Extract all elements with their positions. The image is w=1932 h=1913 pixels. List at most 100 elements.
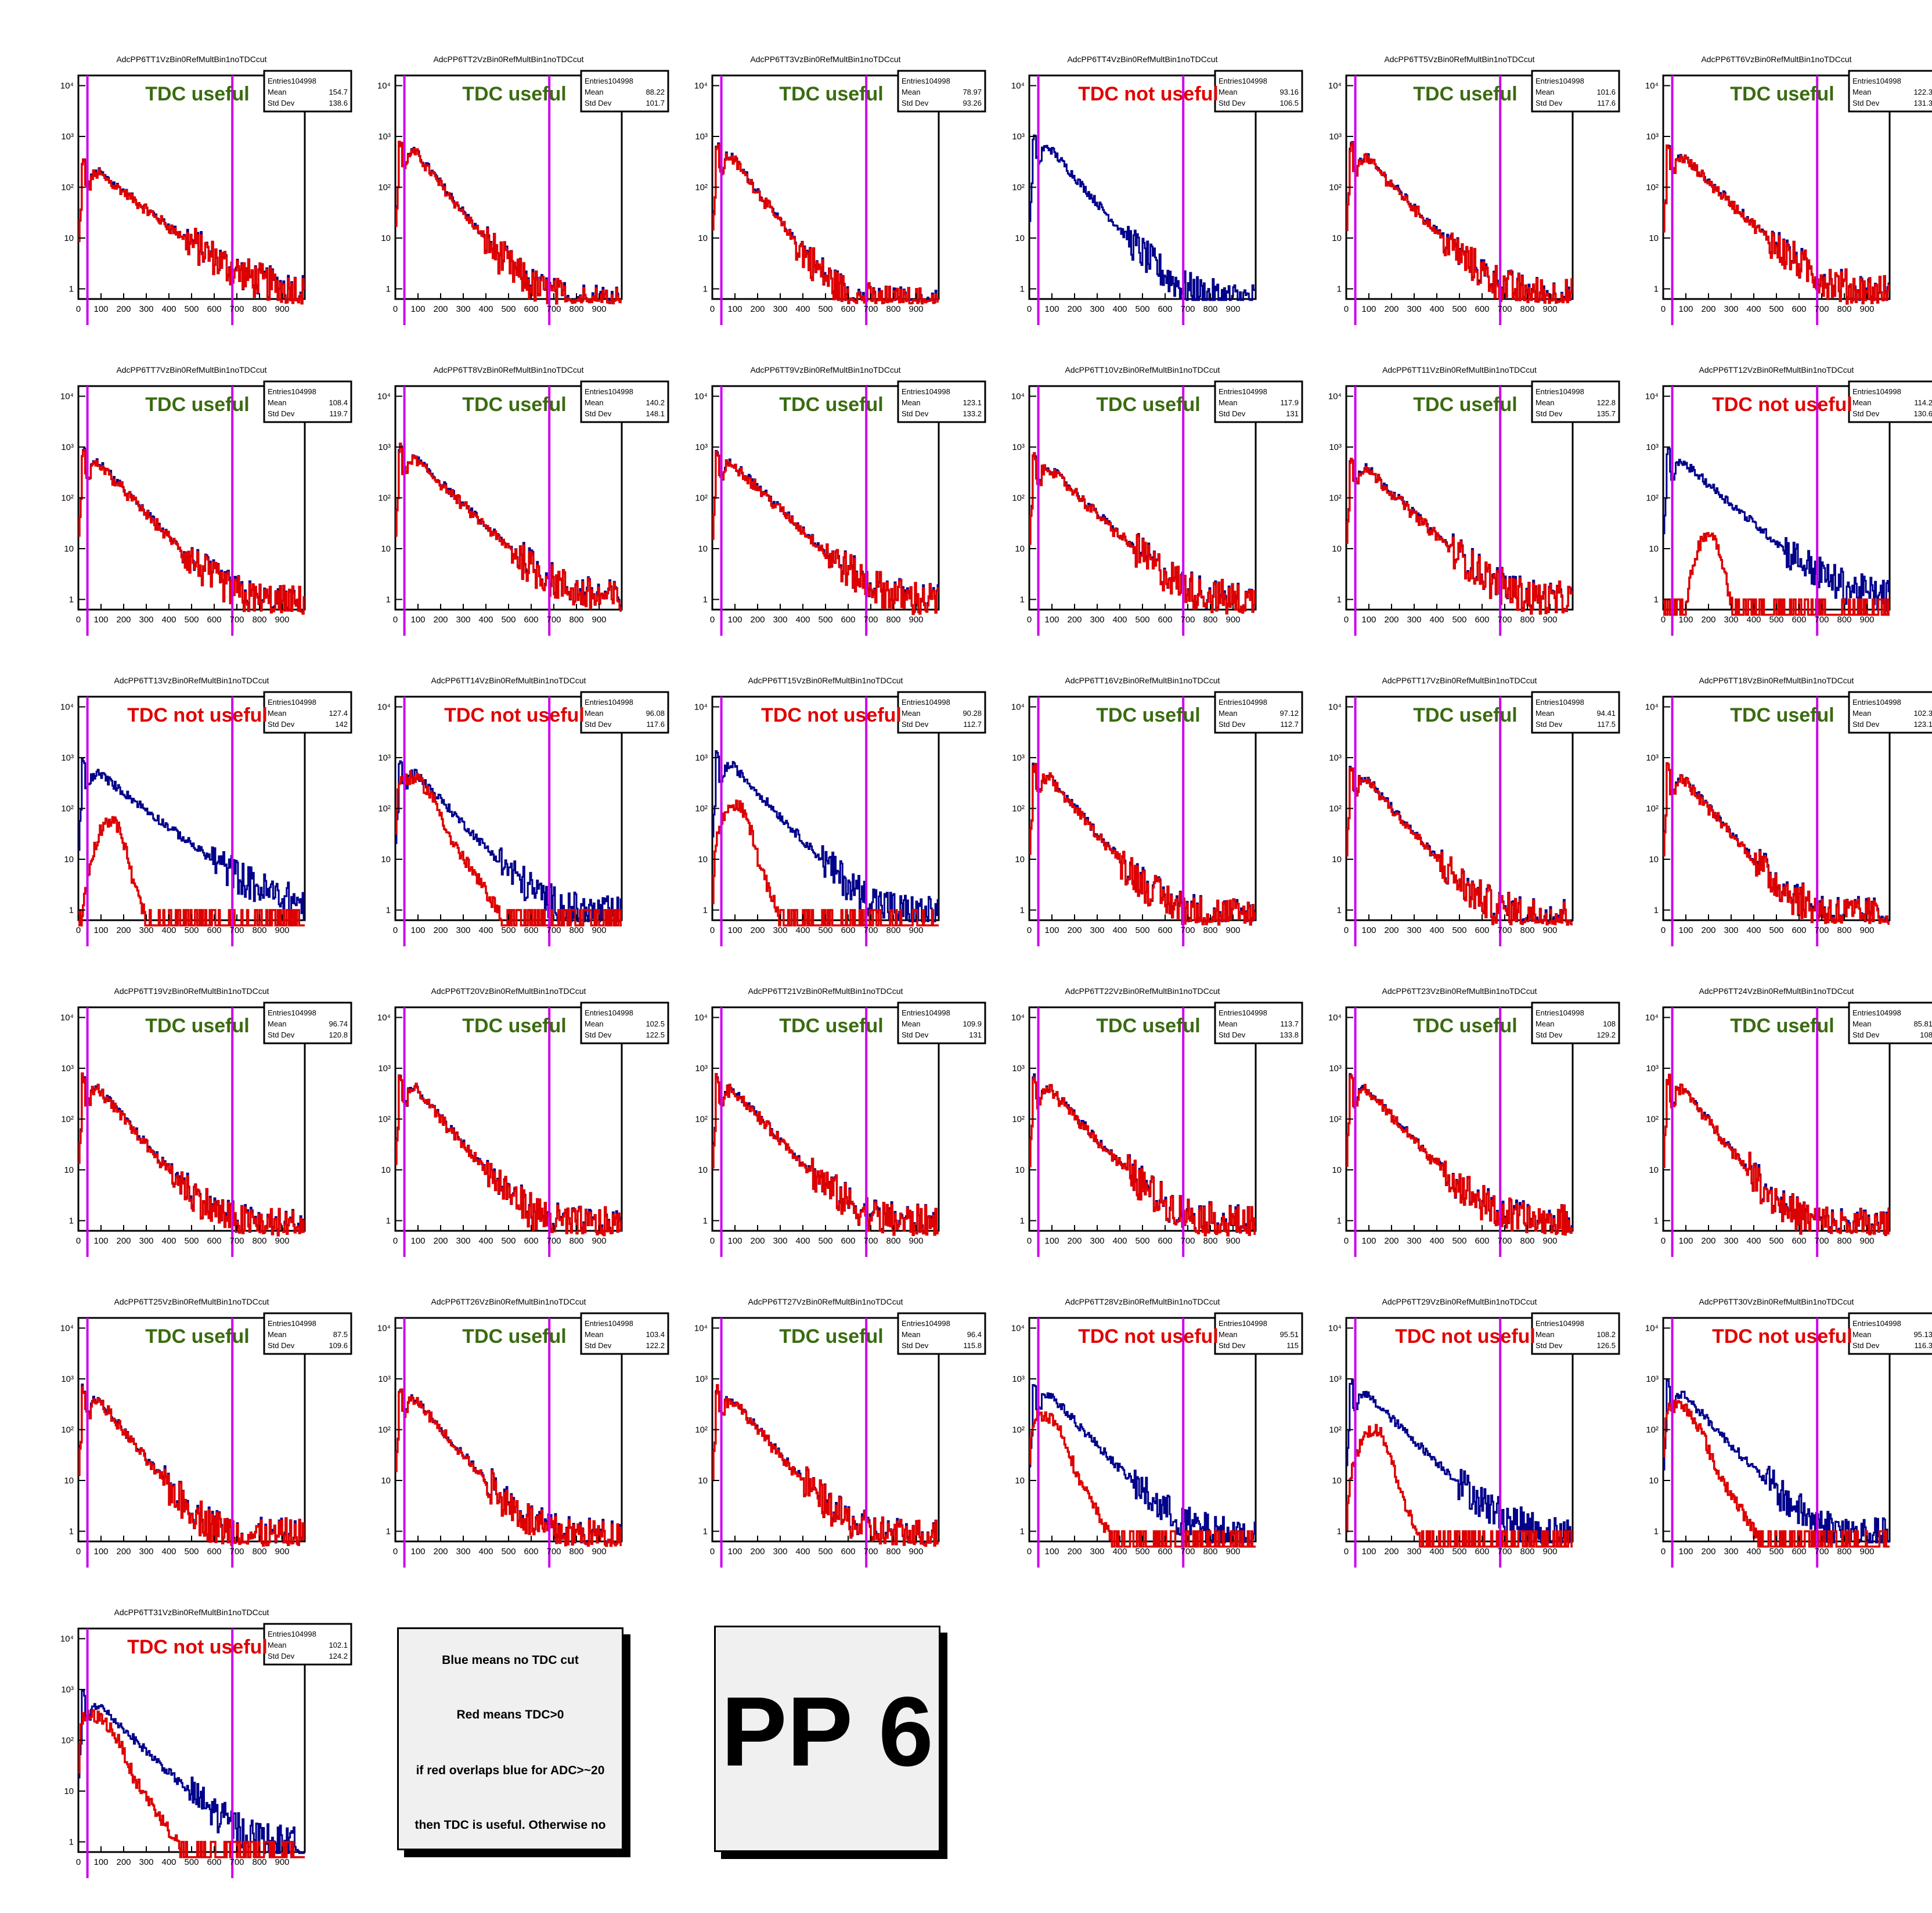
x-tick-label: 300	[1724, 925, 1738, 935]
x-tick-label: 200	[1067, 925, 1082, 935]
stats-value: 122.8	[1596, 398, 1616, 407]
y-tick-label: 1	[69, 595, 74, 605]
x-tick-label: 900	[1859, 615, 1874, 625]
histogram-svg: AdcPP6TT26VzBin0RefMultBin1noTDCcut 0 100 2…	[377, 1297, 669, 1568]
x-tick-label: 300	[456, 925, 470, 935]
x-tick-label: 700	[863, 925, 878, 935]
histogram-panel: AdcPP6TT6VzBin0RefMultBin1noTDCcut 0 100 20…	[1585, 49, 1932, 360]
x-tick-label: 700	[1497, 925, 1512, 935]
stats-label: Entries104998	[1852, 1319, 1901, 1328]
x-tick-label: 800	[1203, 925, 1217, 935]
series-no-tdc-cut	[1029, 1384, 1256, 1544]
x-tick-label: 700	[1180, 1547, 1195, 1557]
series-tdc-gt-0	[395, 1074, 622, 1237]
x-tick-label: 900	[909, 304, 923, 314]
x-tick-label: 200	[1384, 1236, 1398, 1246]
x-tick-label: 300	[773, 1236, 787, 1246]
y-tick-label: 10	[64, 1476, 74, 1486]
y-tick-label: 10⁴	[60, 81, 74, 91]
histogram-panel: AdcPP6TT14VzBin0RefMultBin1noTDCcut 0 100 2…	[317, 671, 669, 981]
x-tick-label: 400	[1112, 304, 1127, 314]
stats-label: Mean	[268, 88, 287, 96]
y-tick-label: 10⁴	[1011, 702, 1025, 712]
stats-value: 127.4	[329, 709, 348, 718]
stats-label: Entries104998	[1852, 698, 1901, 707]
y-tick-label: 1	[1020, 906, 1025, 916]
y-tick-label: 10²	[695, 1115, 708, 1125]
y-tick-label: 1	[1654, 906, 1659, 916]
stats-value: 101.6	[1596, 88, 1616, 96]
y-tick-label: 10	[1015, 1165, 1025, 1175]
stats-label: Mean	[1219, 398, 1238, 407]
x-tick-label: 200	[433, 925, 448, 935]
tdc-verdict-label: TDC useful	[462, 394, 566, 416]
stats-value: 102.5	[646, 1019, 665, 1028]
stats-value: 120.8	[329, 1031, 348, 1039]
histogram-panel: AdcPP6TT23VzBin0RefMultBin1noTDCcut 0 100 2…	[1268, 981, 1620, 1292]
stats-label: Mean	[902, 1330, 921, 1339]
x-tick-label: 200	[1384, 1547, 1398, 1557]
y-tick-label: 10	[698, 544, 708, 554]
y-tick-label: 10	[64, 1786, 74, 1796]
x-tick-label: 900	[1542, 1547, 1557, 1557]
x-tick-label: 0	[1344, 1547, 1349, 1557]
y-tick-label: 10	[381, 855, 391, 864]
tdc-verdict-label: TDC useful	[1413, 394, 1517, 416]
x-tick-label: 600	[1792, 1547, 1806, 1557]
y-tick-label: 10²	[1646, 1115, 1659, 1125]
tdc-verdict-label: TDC not useful	[1712, 394, 1852, 416]
series-tdc-gt-0	[1029, 1076, 1256, 1237]
histogram-svg: AdcPP6TT9VzBin0RefMultBin1noTDCcut 0 100 20…	[694, 365, 986, 636]
x-tick-label: 500	[1135, 304, 1149, 314]
x-tick-label: 700	[546, 304, 561, 314]
tdc-verdict-label: TDC useful	[1730, 704, 1834, 726]
stats-box: Entries104998 Mean 102.1 Std Dev 124.2	[263, 1623, 352, 1666]
stats-value: 90.28	[963, 709, 982, 718]
x-tick-label: 400	[1429, 925, 1444, 935]
stats-box: Entries104998 Mean 122.3 Std Dev 131.3	[1848, 70, 1932, 113]
stats-label: Std Dev	[1852, 99, 1880, 107]
stats-label: Std Dev	[1219, 1341, 1246, 1350]
histogram-panel: AdcPP6TT20VzBin0RefMultBin1noTDCcut 0 100 2…	[317, 981, 669, 1292]
stats-label: Mean	[268, 1019, 287, 1028]
y-tick-label: 10⁴	[60, 1324, 74, 1334]
x-tick-label: 300	[1090, 925, 1104, 935]
stats-label: Mean	[1535, 709, 1555, 718]
y-tick-label: 10²	[378, 493, 391, 503]
y-tick-label: 10³	[1012, 442, 1025, 452]
x-tick-label: 900	[909, 615, 923, 625]
histogram-svg: AdcPP6TT14VzBin0RefMultBin1noTDCcut 0 100 2…	[377, 676, 669, 946]
histogram-panel: AdcPP6TT3VzBin0RefMultBin1noTDCcut 0 100 20…	[634, 49, 986, 360]
y-tick-label: 10²	[1329, 804, 1342, 814]
y-tick-label: 10⁴	[377, 392, 391, 402]
x-tick-label: 400	[1429, 1547, 1444, 1557]
axis-frame	[1345, 1317, 1574, 1543]
histogram-svg: AdcPP6TT7VzBin0RefMultBin1noTDCcut 0 100 20…	[60, 365, 352, 636]
y-tick-label: 10²	[1646, 1425, 1659, 1435]
x-tick-label: 0	[1344, 925, 1349, 935]
histogram-svg: AdcPP6TT13VzBin0RefMultBin1noTDCcut 0 100 2…	[60, 676, 352, 946]
series-tdc-gt-0	[1663, 1073, 1890, 1236]
x-tick-label: 600	[207, 1236, 221, 1246]
y-tick-label: 10	[381, 1165, 391, 1175]
y-tick-label: 10³	[695, 1374, 708, 1384]
x-tick-label: 400	[478, 1547, 493, 1557]
x-tick-label: 600	[841, 304, 855, 314]
stats-value: 135.7	[1596, 409, 1616, 418]
x-tick-label: 100	[727, 925, 742, 935]
y-tick-label: 10³	[1646, 1374, 1659, 1384]
x-tick-label: 200	[433, 615, 448, 625]
pp-label-box: PP 6	[714, 1626, 940, 1852]
stats-label: Entries104998	[1219, 77, 1267, 85]
y-tick-label: 10	[1332, 1476, 1342, 1486]
series-no-tdc-cut	[712, 750, 939, 923]
stats-label: Entries104998	[1535, 77, 1584, 85]
histogram-title: AdcPP6TT16VzBin0RefMultBin1noTDCcut	[1065, 676, 1220, 685]
x-tick-label: 0	[1027, 304, 1032, 314]
y-tick-label: 1	[703, 284, 708, 294]
series-tdc-gt-0	[1029, 763, 1256, 926]
x-tick-label: 300	[773, 1547, 787, 1557]
x-tick-label: 200	[116, 925, 131, 935]
x-tick-label: 600	[524, 925, 538, 935]
x-tick-label: 700	[1497, 304, 1512, 314]
